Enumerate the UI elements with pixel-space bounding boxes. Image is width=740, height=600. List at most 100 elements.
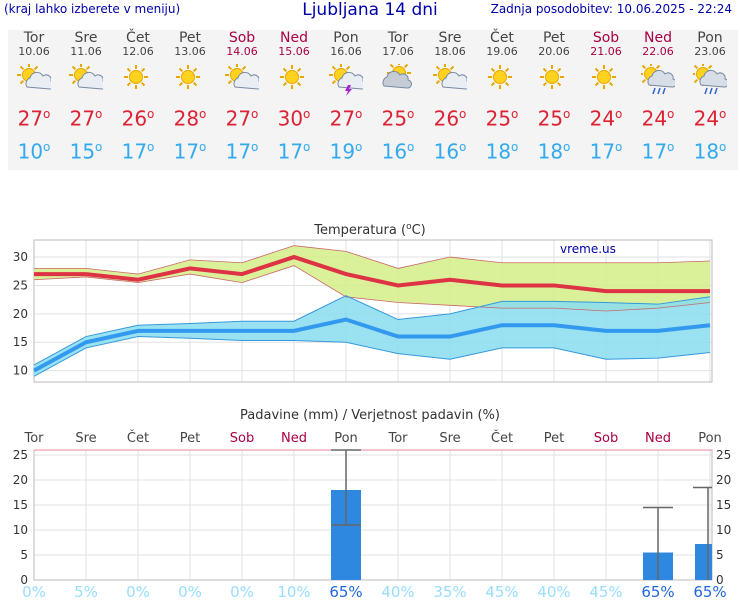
max-temp: 27o [17,106,51,131]
day-date: 21.06 [590,45,622,58]
forecast-day: Sob 14.06 27o 17o [216,30,268,170]
sun-cloud-icon [69,64,103,90]
min-temp: 19o [329,139,363,164]
min-temp: 17o [589,139,623,164]
precip-day-label: Pet [180,431,200,446]
day-name: Pon [333,30,359,46]
precip-tick-label-right: 20 [716,473,731,487]
precip-tick-label-left: 5 [20,548,28,562]
min-temp: 18o [537,139,571,164]
max-temp: 25o [485,106,519,131]
day-name: Sre [74,30,98,46]
location-menu-hint[interactable]: (kraj lahko izberete v meniju) [4,2,181,16]
charts: Temperatura (oC) 10 15 20 25 30 vreme.us Padavi… [13,222,732,600]
day-date: 17.06 [382,45,414,58]
min-range-band [34,295,710,377]
forecast-strip: Tor 10.06 27o 10o Sre 11.06 27o 15o Čet 12.06 26o 1… [8,30,738,170]
precip-probability-label: 40% [381,583,414,600]
day-name: Ned [280,30,308,46]
day-name: Ned [644,30,672,46]
precip-probability-label: 65% [329,583,362,600]
sun-cloud-icon [225,64,259,90]
min-temp: 17o [225,139,259,164]
min-temp: 17o [121,139,155,164]
precip-tick-label-left: 0 [20,573,28,587]
max-temp: 24o [693,106,727,131]
sun-cloud-rain-icon [641,64,675,95]
min-temp-line [33,317,711,373]
precip-tick-label-left: 15 [13,498,28,512]
watermark: vreme.us [560,242,616,256]
precip-probability-label: 65% [693,583,726,600]
precip-plot-frame [33,449,713,581]
day-date: 11.06 [70,45,102,58]
sun-cloud-icon [17,64,51,90]
precip-day-label: Pon [334,431,358,446]
precip-probability-label: 65% [641,583,674,600]
temp-tick-label: 15 [13,335,28,349]
min-low-line [33,336,711,377]
forecast-day: Tor 10.06 27o 10o [8,30,60,170]
precip-probability-label: 0% [22,583,46,600]
min-temp: 18o [693,139,727,164]
precip-tick-label-right: 25 [716,448,731,462]
forecast-day: Ned 22.06 24o 17o [632,30,684,170]
min-temp: 16o [381,139,415,164]
day-name: Pet [542,30,566,46]
day-name: Čet [490,30,514,46]
day-date: 16.06 [330,45,362,58]
precip-day-label: Pet [544,431,564,446]
min-temp: 16o [433,139,467,164]
precip-tick-label-right: 5 [716,548,724,562]
day-date: 14.06 [226,45,258,58]
min-temp: 10o [17,139,51,164]
precip-day-label: Sob [230,431,254,446]
max-temp: 30o [277,106,311,131]
sun-icon [176,65,200,89]
precip-day-label: Čet [491,430,513,446]
day-date: 22.06 [642,45,674,58]
max-temp: 25o [537,106,571,131]
precip-day-label: Čet [127,430,149,446]
day-name: Pon [697,30,723,46]
max-temp: 24o [589,106,623,131]
max-low-line [33,265,711,312]
precip-tick-label-right: 15 [716,498,731,512]
max-temp: 28o [173,106,207,131]
forecast-day: Sob 21.06 24o 17o [580,30,632,170]
day-date: 15.06 [278,45,310,58]
temp-tick-label: 10 [13,364,28,378]
precip-tick-label-left: 25 [13,448,28,462]
forecast-day: Čet 19.06 25o 18o [476,30,528,170]
precip-day-label: Ned [645,431,671,446]
min-temp: 18o [485,139,519,164]
forecast-day: Sre 18.06 26o 16o [424,30,476,170]
day-date: 20.06 [538,45,570,58]
precip-day-label: Sob [594,431,618,446]
sun-icon [540,65,564,89]
forecast-day: Ned 15.06 30o 17o [268,30,320,170]
max-temp: 27o [225,106,259,131]
forecast-day: Sre 11.06 27o 15o [60,30,112,170]
min-temp: 17o [277,139,311,164]
day-name: Sre [438,30,462,46]
forecast-day: Pet 13.06 28o 17o [164,30,216,170]
min-high-line [33,295,711,366]
min-temp: 15o [69,139,103,164]
day-name: Tor [387,30,409,46]
sun-icon [124,65,148,89]
day-date: 23.06 [694,45,726,58]
temp-tick-label: 20 [13,307,28,321]
precip-probability-label: 0% [126,583,150,600]
precip-day-label: Sre [75,431,96,446]
precip-day-label: Sre [439,431,460,446]
max-temp-line [34,254,710,294]
precip-day-label: Pon [698,431,722,446]
precip-tick-label-right: 0 [716,573,724,587]
day-name: Tor [23,30,45,46]
precip-tick-label-right: 10 [716,523,731,537]
day-date: 19.06 [486,45,518,58]
sun-cloud-lightning-icon [329,64,363,96]
day-name: Sob [592,30,620,46]
precip-probability-label: 40% [537,583,570,600]
